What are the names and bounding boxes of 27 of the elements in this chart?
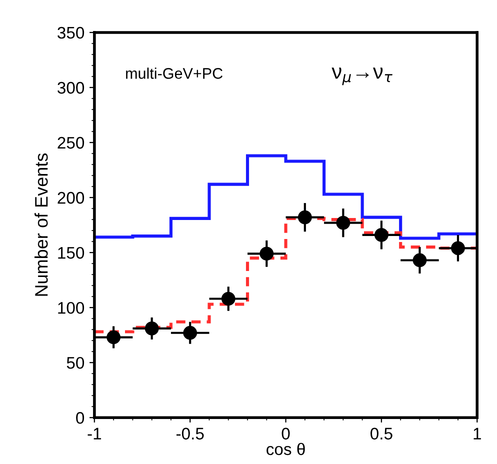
point — [298, 210, 312, 224]
point — [412, 253, 427, 268]
point — [260, 246, 274, 261]
point — [144, 322, 159, 336]
point — [221, 292, 236, 306]
y-axis-title: Number of Events — [34, 153, 48, 296]
y-tick-label: 0 — [76, 412, 84, 424]
y-tick-label: 150 — [58, 246, 84, 259]
point — [374, 228, 388, 242]
x-tick-label: 0.5 — [370, 428, 392, 440]
y-tick-label: 100 — [58, 302, 84, 314]
y-tick-label: 200 — [58, 192, 84, 204]
x-axis-title: cos θ — [266, 442, 305, 456]
y-tick-label: 250 — [58, 136, 84, 149]
point — [336, 216, 350, 230]
annotation: multi-GeV+PC — [126, 68, 223, 79]
point — [183, 326, 198, 340]
y-tick-label: 350 — [58, 26, 84, 39]
point — [106, 330, 121, 344]
y-tick-label: 50 — [66, 356, 84, 369]
y-tick-label: 300 — [58, 82, 84, 94]
x-tick-label: 0 — [282, 428, 290, 440]
point — [451, 241, 465, 256]
x-tick-label: -1 — [88, 428, 102, 440]
x-tick-label: -0.5 — [176, 428, 204, 440]
x-tick-label: 1 — [474, 428, 481, 440]
annotation: ν$_{μ}$→ν$_{τ}$ — [332, 68, 392, 86]
